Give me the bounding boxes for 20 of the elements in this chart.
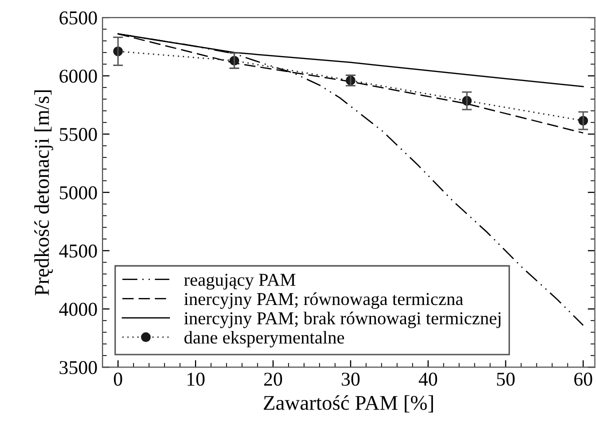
y-tick-label: 4500 <box>59 244 97 258</box>
y-axis-title: Prędkość detonacji [m/s] <box>34 90 54 296</box>
legend-label: inercyjny PAM; brak równowagi termicznej <box>184 312 500 328</box>
x-tick-label: 60 <box>574 372 592 386</box>
x-tick-label: 20 <box>264 372 282 386</box>
y-tick-label: 6000 <box>60 70 97 83</box>
x-tick-label: 40 <box>418 372 438 386</box>
x-axis-title: Zawartość PAM [%] <box>264 395 433 413</box>
legend-label: inercyjny PAM; równowaga termiczna <box>184 292 464 309</box>
x-tick-label: 50 <box>497 372 515 386</box>
x-tick-label: 0 <box>114 372 122 386</box>
y-tick-label: 6500 <box>60 11 97 24</box>
legend-label: reagujący PAM <box>184 274 296 290</box>
y-tick-label: 4000 <box>59 302 97 316</box>
y-tick-label: 5500 <box>60 128 97 142</box>
x-tick-label: 10 <box>188 372 205 386</box>
x-tick-label: 30 <box>342 372 360 386</box>
y-tick-label: 5000 <box>60 186 97 200</box>
legend-label: dane eksperymentalne <box>184 330 344 348</box>
y-tick-label: 3500 <box>60 361 97 374</box>
